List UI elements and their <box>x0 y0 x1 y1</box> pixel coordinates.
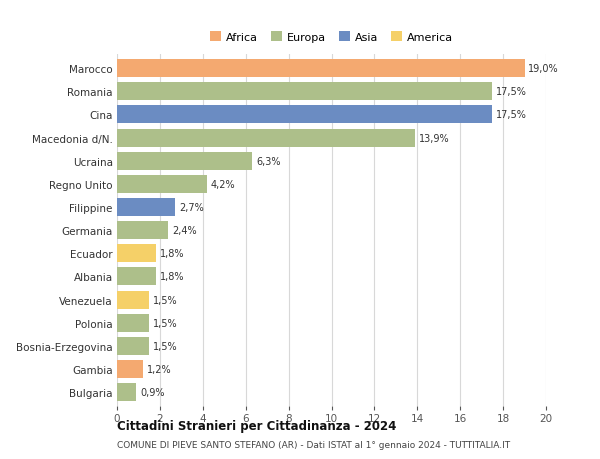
Text: 1,2%: 1,2% <box>146 364 171 374</box>
Text: 4,2%: 4,2% <box>211 179 236 190</box>
Bar <box>117 175 207 193</box>
Text: 0,9%: 0,9% <box>140 387 164 397</box>
Bar <box>117 291 149 309</box>
Bar <box>117 106 493 124</box>
Bar <box>117 222 169 240</box>
Bar <box>117 314 149 332</box>
Text: 19,0%: 19,0% <box>529 64 559 74</box>
Bar <box>117 83 493 101</box>
Text: COMUNE DI PIEVE SANTO STEFANO (AR) - Dati ISTAT al 1° gennaio 2024 - TUTTITALIA.: COMUNE DI PIEVE SANTO STEFANO (AR) - Dat… <box>117 441 510 449</box>
Bar <box>117 152 252 170</box>
Bar <box>117 60 524 78</box>
Bar <box>117 337 149 355</box>
Bar <box>117 268 155 286</box>
Bar <box>117 199 175 217</box>
Bar <box>117 383 136 401</box>
Text: 6,3%: 6,3% <box>256 157 280 166</box>
Text: 1,8%: 1,8% <box>160 249 184 259</box>
Text: 1,5%: 1,5% <box>153 295 178 305</box>
Text: 17,5%: 17,5% <box>496 87 527 97</box>
Bar <box>117 360 143 378</box>
Text: 1,8%: 1,8% <box>160 272 184 282</box>
Text: 2,4%: 2,4% <box>172 226 197 235</box>
Text: 1,5%: 1,5% <box>153 318 178 328</box>
Text: 17,5%: 17,5% <box>496 110 527 120</box>
Text: Cittadini Stranieri per Cittadinanza - 2024: Cittadini Stranieri per Cittadinanza - 2… <box>117 419 397 432</box>
Text: 1,5%: 1,5% <box>153 341 178 351</box>
Text: 2,7%: 2,7% <box>179 202 203 213</box>
Bar <box>117 129 415 147</box>
Legend: Africa, Europa, Asia, America: Africa, Europa, Asia, America <box>210 32 453 43</box>
Bar <box>117 245 155 263</box>
Text: 13,9%: 13,9% <box>419 133 449 143</box>
